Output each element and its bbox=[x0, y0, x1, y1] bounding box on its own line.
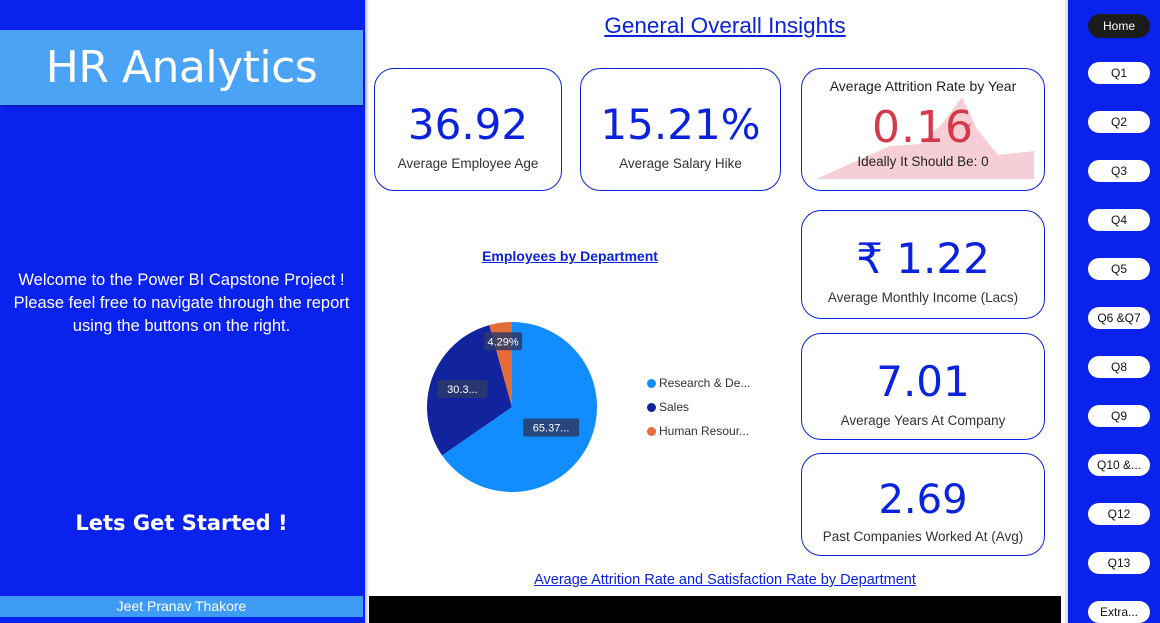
panel-divider bbox=[365, 0, 369, 623]
kpi-value: 2.69 bbox=[878, 477, 968, 523]
get-started-text: Lets Get Started ! bbox=[75, 511, 288, 535]
nav-button-home[interactable]: Home bbox=[1088, 14, 1150, 38]
kpi-label: Average Salary Hike bbox=[619, 156, 742, 171]
section-title-attrition-satisfaction: Average Attrition Rate and Satisfaction … bbox=[534, 572, 916, 588]
kpi-value: 36.92 bbox=[407, 100, 529, 149]
welcome-line: using the buttons on the right. bbox=[72, 317, 291, 335]
kpi-card-salary-hike: 15.21% Average Salary Hike bbox=[580, 68, 781, 191]
nav-button-q2[interactable]: Q2 bbox=[1088, 111, 1150, 133]
nav-button-q12[interactable]: Q12 bbox=[1088, 503, 1150, 525]
nav-button-q5[interactable]: Q5 bbox=[1088, 258, 1150, 280]
page-title: General Overall Insights bbox=[604, 13, 846, 38]
attrition-value: 0.16 bbox=[872, 102, 974, 153]
kpi-value: ₹ 1.22 bbox=[856, 234, 990, 283]
nav-button-q10[interactable]: Q10 &... bbox=[1088, 454, 1150, 476]
legend-marker bbox=[647, 403, 656, 412]
author-name: Jeet Pranav Thakore bbox=[116, 598, 247, 614]
legend-label: Human Resour... bbox=[659, 424, 750, 438]
welcome-line: Please feel free to navigate through the… bbox=[13, 294, 350, 312]
check-icon: ✓ bbox=[963, 120, 974, 134]
welcome-message: Welcome to the Power BI Capstone Project… bbox=[0, 269, 363, 338]
pie-data-label: 65.37... bbox=[523, 418, 580, 437]
nav-button-extra[interactable]: Extra... bbox=[1088, 601, 1150, 623]
author-bar: Jeet Pranav Thakore bbox=[0, 596, 363, 617]
legend-marker bbox=[647, 379, 656, 388]
legend-marker bbox=[647, 427, 656, 436]
kpi-label: Average Years At Company bbox=[840, 413, 1006, 428]
svg-text:30.3...: 30.3... bbox=[447, 384, 478, 396]
nav-button-q6-q7[interactable]: Q6 &Q7 bbox=[1088, 307, 1150, 329]
title-bar: HR Analytics bbox=[0, 30, 363, 105]
kpi-card-past-companies: 2.69 Past Companies Worked At (Avg) bbox=[801, 453, 1045, 556]
kpi-card-age: 36.92 Average Employee Age bbox=[374, 68, 562, 191]
chart-title: Employees by Department bbox=[482, 248, 658, 264]
kpi-card-attrition: Average Attrition Rate by Year 0.16 ✓ Id… bbox=[801, 68, 1045, 191]
kpi-label: Past Companies Worked At (Avg) bbox=[822, 529, 1024, 544]
attrition-title: Average Attrition Rate by Year bbox=[829, 78, 1017, 94]
kpi-card-monthly-income: ₹ 1.22 Average Monthly Income (Lacs) bbox=[801, 210, 1045, 319]
chart-placeholder-bar bbox=[369, 596, 1061, 623]
nav-button-q3[interactable]: Q3 bbox=[1088, 160, 1150, 182]
pie-chart: 65.37... 30.3... 4.29% bbox=[427, 322, 597, 492]
pie-slice[interactable] bbox=[442, 322, 597, 492]
nav-button-q1[interactable]: Q1 bbox=[1088, 62, 1150, 84]
attrition-sparkline bbox=[816, 97, 1034, 179]
kpi-value: 15.21% bbox=[600, 100, 761, 149]
kpi-label: Average Monthly Income (Lacs) bbox=[827, 290, 1019, 305]
welcome-line: Welcome to the Power BI Capstone Project… bbox=[18, 271, 345, 289]
svg-text:4.29%: 4.29% bbox=[487, 336, 518, 348]
report-title: HR Analytics bbox=[45, 42, 318, 93]
legend-label: Sales bbox=[659, 400, 690, 414]
nav-button-q8[interactable]: Q8 bbox=[1088, 356, 1150, 378]
attrition-target: Ideally It Should Be: 0 bbox=[857, 154, 989, 169]
pie-data-label: 4.29% bbox=[484, 332, 523, 351]
svg-text:65.37...: 65.37... bbox=[533, 423, 570, 435]
legend-label: Research & De... bbox=[659, 376, 751, 390]
kpi-label: Average Employee Age bbox=[397, 156, 539, 171]
kpi-value: 7.01 bbox=[876, 357, 970, 406]
kpi-card-years-at-company: 7.01 Average Years At Company bbox=[801, 333, 1045, 440]
nav-button-q9[interactable]: Q9 bbox=[1088, 405, 1150, 427]
pie-data-label: 30.3... bbox=[437, 380, 488, 399]
nav-button-q4[interactable]: Q4 bbox=[1088, 209, 1150, 231]
nav-button-q13[interactable]: Q13 bbox=[1088, 552, 1150, 574]
